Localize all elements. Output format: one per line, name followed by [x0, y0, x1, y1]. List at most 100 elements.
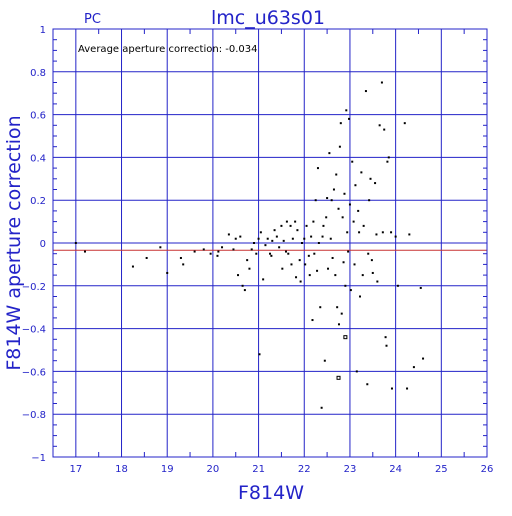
- data-point: [366, 383, 369, 386]
- x-tick-label: 21: [252, 464, 265, 475]
- x-tick-label: 25: [435, 464, 448, 475]
- data-point: [145, 256, 148, 259]
- data-point: [266, 237, 269, 240]
- data-point: [285, 220, 288, 223]
- data-point: [313, 252, 316, 255]
- data-point: [332, 188, 335, 191]
- y-tick-label: −0.6: [22, 367, 46, 378]
- data-point: [327, 267, 330, 270]
- data-point: [321, 235, 324, 238]
- data-point: [232, 248, 235, 251]
- x-tick-label: 18: [115, 464, 128, 475]
- x-axis-label: F814W: [238, 482, 304, 504]
- data-point: [383, 128, 386, 131]
- data-point: [237, 274, 240, 277]
- data-point: [284, 250, 287, 253]
- header-left-label: PC: [84, 12, 101, 27]
- data-point: [311, 319, 314, 322]
- data-point: [159, 246, 162, 249]
- data-point: [381, 231, 384, 234]
- data-point: [248, 267, 251, 270]
- data-point: [394, 235, 397, 238]
- data-point: [289, 224, 292, 227]
- data-point: [323, 359, 326, 362]
- data-point: [408, 233, 411, 236]
- data-point: [262, 278, 265, 281]
- data-point: [295, 276, 298, 279]
- data-point: [357, 209, 360, 212]
- chart-title: lmc_u63s01: [211, 7, 325, 29]
- data-point: [369, 177, 372, 180]
- data-point: [336, 306, 339, 309]
- data-point: [287, 252, 290, 255]
- data-point: [419, 286, 422, 289]
- data-point: [355, 370, 358, 373]
- y-tick-label: −0.2: [22, 282, 46, 293]
- y-tick-label: 0.6: [30, 111, 46, 122]
- data-point: [387, 156, 390, 159]
- y-tick-label: 0.2: [30, 196, 46, 207]
- data-point: [368, 199, 371, 202]
- x-tick-label: 23: [344, 464, 357, 475]
- data-point: [269, 252, 271, 255]
- x-tick-label: 26: [481, 464, 494, 475]
- data-point: [270, 254, 273, 257]
- data-point: [422, 357, 425, 360]
- x-tick-labels: 17 18 19 20 21 22 23 24 25 26: [69, 464, 493, 475]
- data-point: [290, 263, 293, 266]
- data-point: [241, 284, 244, 287]
- data-point: [317, 242, 320, 244]
- data-point-open: [343, 335, 348, 340]
- data-point: [347, 250, 350, 253]
- data-point: [328, 152, 331, 155]
- data-point: [348, 203, 351, 206]
- data-point: [337, 207, 340, 210]
- x-tick-label: 17: [69, 464, 82, 475]
- data-point: [264, 244, 267, 247]
- y-tick-label: −0.8: [22, 410, 46, 421]
- data-point: [320, 406, 323, 409]
- data-point: [310, 235, 313, 238]
- data-point: [362, 224, 365, 227]
- data-point: [361, 274, 364, 277]
- data-point: [367, 252, 370, 255]
- data-point: [343, 192, 346, 195]
- data-point: [216, 254, 219, 257]
- data-point: [273, 229, 276, 232]
- data-point: [345, 109, 348, 112]
- data-point: [255, 252, 258, 255]
- data-point: [384, 336, 387, 339]
- data-points: [74, 81, 425, 409]
- data-point: [312, 220, 315, 223]
- data-point: [351, 160, 354, 163]
- data-point: [342, 261, 345, 264]
- data-point: [346, 231, 349, 234]
- data-point: [325, 216, 328, 219]
- data-point: [246, 259, 249, 262]
- data-point: [341, 216, 344, 219]
- data-point: [385, 344, 388, 347]
- data-point: [308, 274, 311, 277]
- data-point: [329, 237, 332, 240]
- reference-lines: [53, 242, 487, 251]
- data-point: [250, 248, 253, 251]
- y-tick-label: 0.8: [30, 68, 46, 79]
- y-tick-label: 1: [40, 25, 46, 36]
- data-point: [296, 229, 299, 232]
- data-point: [278, 246, 281, 249]
- data-point: [202, 248, 205, 251]
- data-point: [209, 252, 212, 255]
- data-point: [217, 250, 220, 253]
- data-point: [275, 235, 278, 238]
- data-point: [280, 224, 283, 227]
- data-point: [239, 235, 242, 238]
- data-point: [299, 280, 302, 283]
- x-tick-label: 20: [207, 464, 220, 475]
- ticks: [53, 29, 487, 457]
- y-tick-labels: 1 0.8 0.6 0.4 0.2 0 −0.2 −0.4 −0.6 −0.8 −1: [22, 25, 46, 464]
- data-point: [304, 263, 307, 266]
- data-point: [282, 239, 285, 242]
- data-point: [166, 271, 169, 274]
